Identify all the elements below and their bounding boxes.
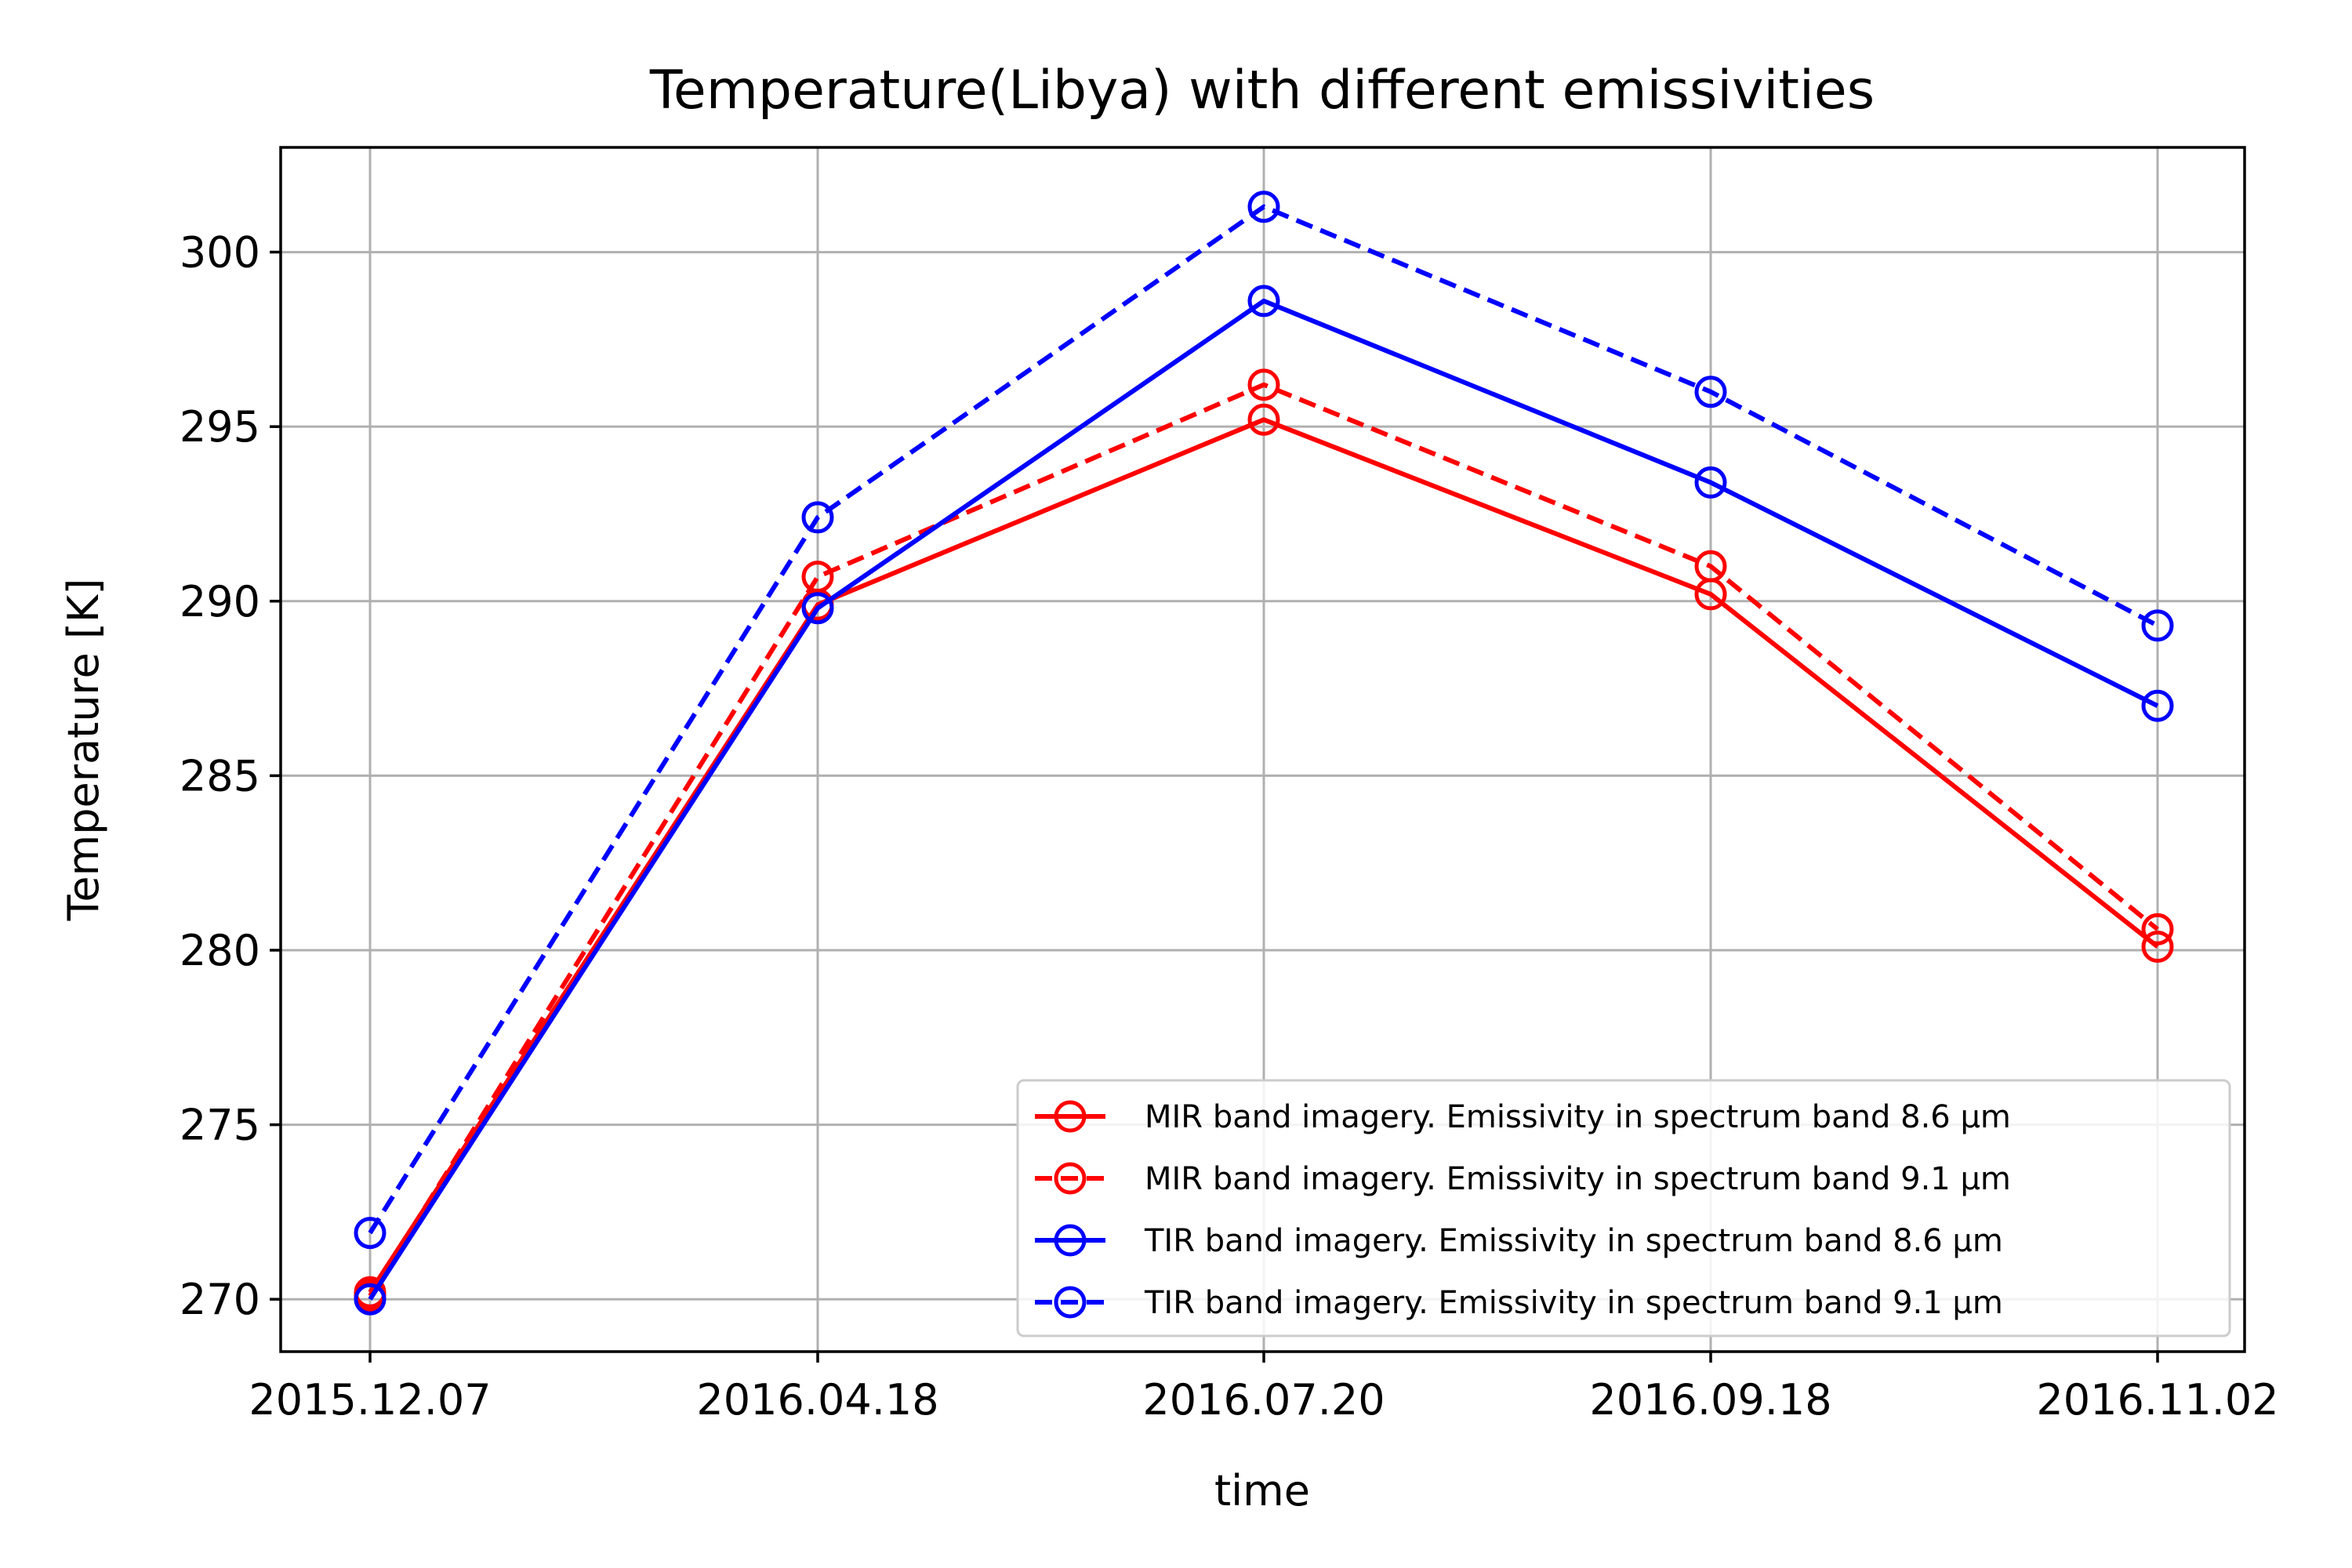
x-axis-label: time bbox=[1214, 1466, 1310, 1515]
legend-marker bbox=[1054, 1100, 1087, 1133]
data-point bbox=[2141, 931, 2174, 963]
data-point bbox=[1247, 285, 1280, 318]
series-line bbox=[368, 298, 2159, 1301]
data-point bbox=[1694, 376, 1727, 408]
series-line bbox=[368, 382, 2159, 1298]
series-line bbox=[368, 204, 2159, 1235]
data-point bbox=[1247, 368, 1280, 401]
data-point bbox=[2141, 689, 2174, 722]
legend-item: TIR band imagery. Emissivity in spectrum… bbox=[1035, 1285, 2003, 1321]
data-point bbox=[801, 501, 834, 534]
y-tick-label: 270 bbox=[180, 1275, 260, 1324]
data-point bbox=[2141, 609, 2174, 642]
data-point bbox=[801, 561, 834, 593]
y-tick-label: 290 bbox=[180, 577, 260, 626]
series-line bbox=[368, 417, 2159, 1294]
series-2 bbox=[354, 368, 2174, 1312]
y-axis-label: Temperature [K] bbox=[59, 579, 108, 922]
y-tick-label: 300 bbox=[180, 228, 260, 278]
y-tick-label: 295 bbox=[180, 402, 260, 452]
data-point bbox=[1694, 550, 1727, 583]
legend-item: TIR band imagery. Emissivity in spectrum… bbox=[1035, 1223, 2003, 1259]
series-3 bbox=[354, 285, 2174, 1316]
legend-marker bbox=[1054, 1162, 1087, 1195]
data-point bbox=[801, 592, 834, 625]
legend-item: MIR band imagery. Emissivity in spectrum… bbox=[1035, 1099, 2011, 1135]
y-tick-label: 280 bbox=[180, 926, 260, 975]
legend-label: TIR band imagery. Emissivity in spectrum… bbox=[1144, 1223, 2003, 1259]
legend-label: TIR band imagery. Emissivity in spectrum… bbox=[1144, 1285, 2003, 1321]
data-point bbox=[2141, 913, 2174, 946]
x-tick-label: 2016.04.18 bbox=[696, 1375, 938, 1425]
data-point bbox=[1694, 466, 1727, 499]
legend-label: MIR band imagery. Emissivity in spectrum… bbox=[1145, 1161, 2011, 1197]
series-4 bbox=[354, 191, 2174, 1250]
y-tick-label: 285 bbox=[180, 751, 260, 800]
axis-ticks: 2015.12.07 2016.04.18 2016.07.20 2016.09.18… bbox=[180, 228, 2279, 1425]
legend-box bbox=[1016, 1079, 2231, 1338]
legend-marker bbox=[1054, 1224, 1087, 1257]
x-tick-label: 2016.09.18 bbox=[1589, 1375, 1831, 1425]
data-point bbox=[354, 1217, 387, 1250]
data-point bbox=[354, 1283, 387, 1316]
x-tick-label: 2016.07.20 bbox=[1142, 1375, 1385, 1425]
chart-title: Temperature(Libya) with different emissi… bbox=[649, 60, 1875, 122]
series-layer bbox=[354, 191, 2174, 1316]
y-tick-label: 275 bbox=[180, 1101, 260, 1150]
data-point bbox=[1247, 403, 1280, 436]
legend-marker bbox=[1054, 1286, 1087, 1319]
x-tick-label: 2016.11.02 bbox=[2036, 1375, 2278, 1425]
legend-label: MIR band imagery. Emissivity in spectrum… bbox=[1145, 1099, 2011, 1135]
data-point bbox=[1247, 191, 1280, 223]
legend-item: MIR band imagery. Emissivity in spectrum… bbox=[1035, 1161, 2011, 1197]
legend: MIR band imagery. Emissivity in spectrum… bbox=[1016, 1079, 2231, 1338]
x-tick-label: 2015.12.07 bbox=[249, 1375, 491, 1425]
